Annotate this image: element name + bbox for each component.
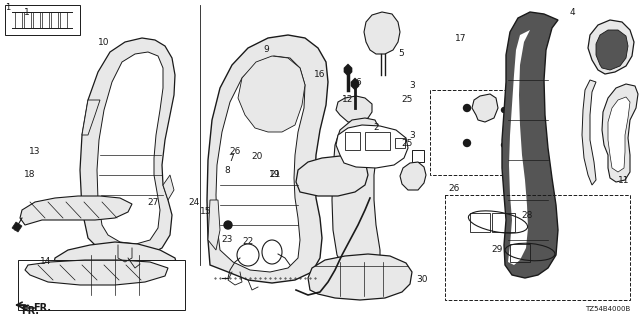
- Polygon shape: [25, 260, 168, 285]
- Polygon shape: [351, 78, 359, 90]
- Text: 26: 26: [449, 184, 460, 193]
- Text: 14: 14: [40, 257, 51, 266]
- Polygon shape: [163, 175, 174, 200]
- Polygon shape: [238, 56, 305, 132]
- Polygon shape: [336, 96, 372, 122]
- Polygon shape: [296, 156, 368, 196]
- Text: 30: 30: [417, 276, 428, 284]
- Polygon shape: [472, 94, 498, 122]
- Text: 21: 21: [269, 170, 281, 179]
- Text: 19: 19: [269, 170, 280, 179]
- Text: 3: 3: [410, 81, 415, 90]
- Ellipse shape: [502, 108, 506, 113]
- Text: FR.: FR.: [21, 306, 39, 316]
- Text: 26: 26: [229, 148, 241, 156]
- Text: 18: 18: [24, 170, 36, 179]
- Text: 10: 10: [98, 38, 109, 47]
- Text: 5: 5: [398, 49, 404, 58]
- Polygon shape: [344, 64, 352, 76]
- Text: 9: 9: [264, 45, 269, 54]
- Polygon shape: [364, 12, 400, 54]
- Text: 16: 16: [314, 70, 325, 79]
- Polygon shape: [602, 84, 638, 182]
- Text: 24: 24: [189, 198, 200, 207]
- Text: 28: 28: [522, 211, 533, 220]
- Polygon shape: [97, 52, 163, 244]
- Text: 22: 22: [243, 237, 254, 246]
- Text: TZ54B4000B: TZ54B4000B: [585, 306, 630, 312]
- Polygon shape: [412, 150, 424, 162]
- Polygon shape: [82, 100, 100, 135]
- Text: 4: 4: [570, 8, 575, 17]
- Polygon shape: [207, 35, 328, 283]
- Text: 27: 27: [147, 198, 159, 207]
- Polygon shape: [332, 118, 380, 280]
- Ellipse shape: [502, 142, 506, 148]
- Text: 20: 20: [251, 152, 262, 161]
- Polygon shape: [80, 38, 175, 258]
- Polygon shape: [502, 12, 558, 278]
- Polygon shape: [18, 260, 185, 310]
- Text: 25: 25: [401, 95, 413, 104]
- Text: 13: 13: [29, 148, 41, 156]
- Text: 11: 11: [618, 176, 630, 185]
- Polygon shape: [308, 254, 412, 300]
- Polygon shape: [596, 30, 628, 70]
- Text: 29: 29: [491, 245, 502, 254]
- Polygon shape: [400, 162, 426, 190]
- Text: 3: 3: [410, 132, 415, 140]
- Text: 8: 8: [225, 166, 230, 175]
- Polygon shape: [336, 125, 408, 168]
- Polygon shape: [608, 97, 630, 172]
- Polygon shape: [12, 222, 22, 232]
- Text: 25: 25: [401, 140, 413, 148]
- Text: 7: 7: [228, 154, 234, 163]
- Text: 23: 23: [221, 236, 233, 244]
- Polygon shape: [588, 20, 634, 74]
- Polygon shape: [208, 200, 220, 250]
- Text: FR.: FR.: [33, 303, 51, 313]
- Polygon shape: [52, 242, 178, 300]
- Ellipse shape: [463, 140, 470, 147]
- Text: 6: 6: [356, 78, 362, 87]
- Polygon shape: [582, 80, 596, 185]
- Ellipse shape: [224, 221, 232, 229]
- Polygon shape: [5, 5, 80, 35]
- Text: 15: 15: [200, 207, 212, 216]
- Polygon shape: [20, 196, 132, 225]
- Ellipse shape: [463, 105, 470, 111]
- Polygon shape: [508, 30, 530, 265]
- Text: 1: 1: [5, 4, 11, 12]
- Text: 2: 2: [374, 124, 380, 132]
- Text: 12: 12: [342, 95, 354, 104]
- Text: 17: 17: [455, 34, 467, 43]
- Text: 1: 1: [24, 8, 30, 17]
- Polygon shape: [216, 56, 305, 272]
